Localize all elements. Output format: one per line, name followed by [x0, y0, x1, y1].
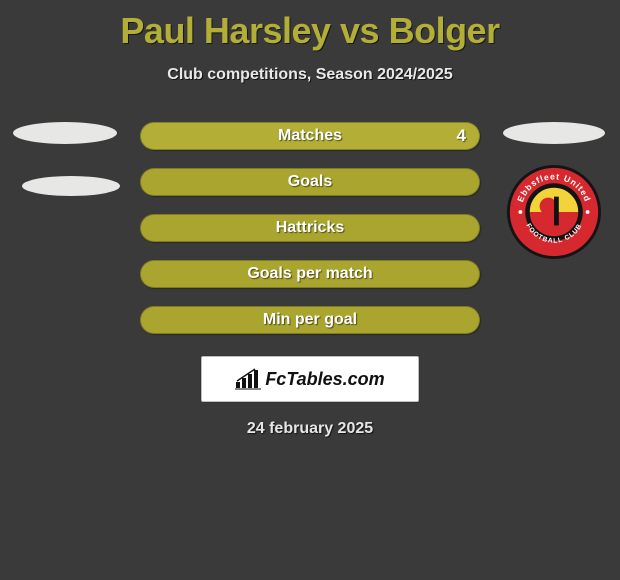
- source-logo[interactable]: FcTables.com: [201, 356, 419, 402]
- comparison-widget: Paul Harsley vs Bolger Club competitions…: [0, 0, 620, 580]
- stat-row-goals-per-match: Goals per match: [140, 260, 480, 288]
- stat-label: Hattricks: [140, 214, 480, 242]
- player-b-avatar-col: Ebbsfleet United FOOTBALL CLUB: [500, 122, 608, 260]
- stat-row-matches: Matches 4: [140, 122, 480, 150]
- source-logo-text: FcTables.com: [265, 369, 384, 390]
- stat-label: Goals: [140, 168, 480, 196]
- placeholder-ellipse: [22, 176, 120, 196]
- placeholder-ellipse: [13, 122, 117, 144]
- page-title: Paul Harsley vs Bolger: [0, 0, 620, 52]
- player-a-avatar-col: [10, 122, 120, 196]
- placeholder-ellipse: [503, 122, 605, 144]
- stat-row-hattricks: Hattricks: [140, 214, 480, 242]
- content-area: Ebbsfleet United FOOTBALL CLUB Matches 4…: [0, 122, 620, 438]
- generation-date: 24 february 2025: [0, 402, 620, 438]
- stat-label: Matches: [140, 122, 480, 150]
- club-crest: Ebbsfleet United FOOTBALL CLUB: [506, 164, 602, 260]
- stat-label: Min per goal: [140, 306, 480, 334]
- stats-column: Matches 4 Goals Hattricks Goals per matc…: [140, 122, 480, 334]
- stat-value-right: 4: [457, 122, 466, 150]
- stat-row-goals: Goals: [140, 168, 480, 196]
- stat-row-min-per-goal: Min per goal: [140, 306, 480, 334]
- competition-subtitle: Club competitions, Season 2024/2025: [0, 52, 620, 84]
- stat-label: Goals per match: [140, 260, 480, 288]
- bar-chart-icon: [235, 368, 261, 390]
